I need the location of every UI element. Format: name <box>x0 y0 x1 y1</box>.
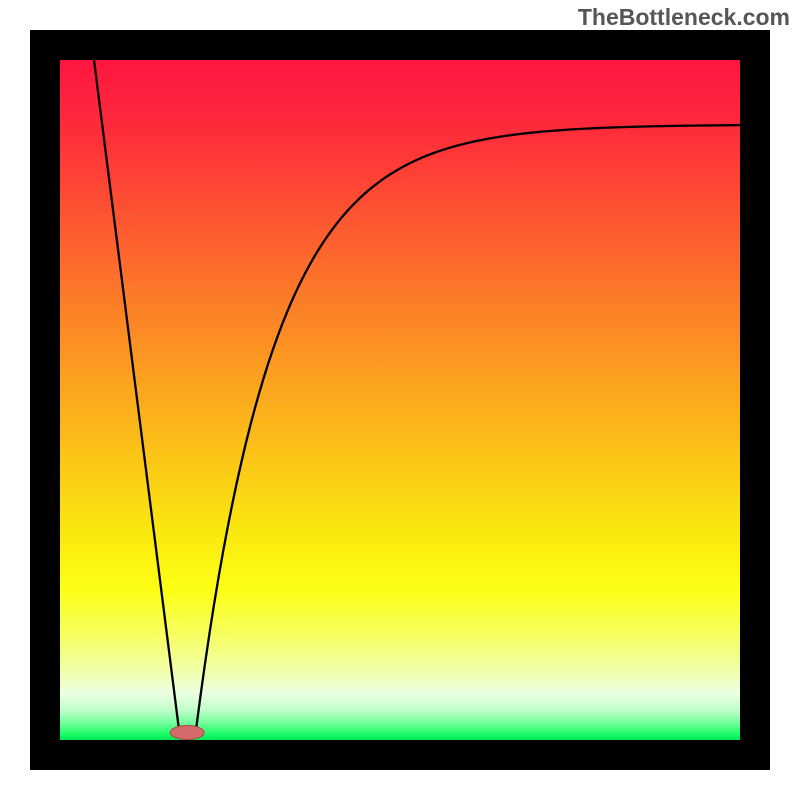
chart-container: TheBottleneck.com <box>0 0 800 800</box>
valley-marker <box>170 726 204 740</box>
watermark-text: TheBottleneck.com <box>578 4 790 31</box>
chart-svg <box>0 0 800 800</box>
plot-background <box>60 60 740 740</box>
